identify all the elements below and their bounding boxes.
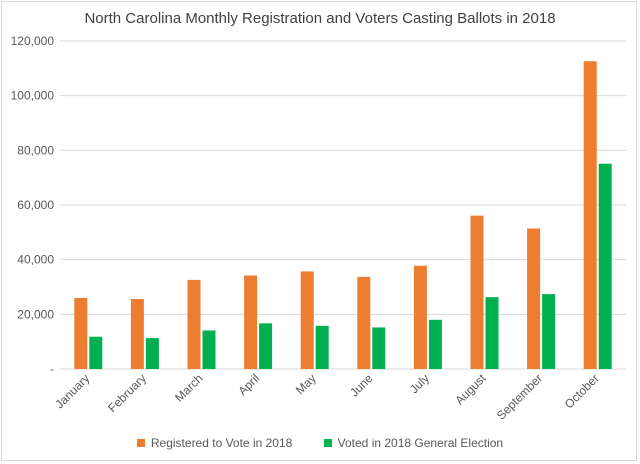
y-tick-label: 100,000 xyxy=(11,89,55,103)
y-tick-label: - xyxy=(50,362,54,376)
x-tick-label: April xyxy=(235,371,262,398)
legend-label-voted: Voted in 2018 General Election xyxy=(337,436,504,450)
y-tick-label: 120,000 xyxy=(11,34,55,48)
bar-registered xyxy=(74,297,88,369)
y-tick-label: 20,000 xyxy=(17,307,54,321)
x-tick-label: August xyxy=(452,371,489,408)
bar-registered xyxy=(357,276,371,369)
chart-legend: Registered to Vote in 2018 Voted in 2018… xyxy=(0,436,640,450)
bar-voted xyxy=(598,163,612,369)
chart-title: North Carolina Monthly Registration and … xyxy=(84,10,556,27)
bar-voted xyxy=(542,294,556,369)
bar-voted xyxy=(259,323,273,369)
bar-registered xyxy=(527,228,541,369)
bar-voted xyxy=(485,297,499,369)
bar-voted xyxy=(372,327,386,369)
bar-registered xyxy=(244,275,258,369)
bar-registered xyxy=(583,61,597,370)
x-tick-label: September xyxy=(494,371,545,422)
legend-item-voted: Voted in 2018 General Election xyxy=(323,436,504,450)
bar-voted xyxy=(145,338,159,369)
y-tick-label: 80,000 xyxy=(17,143,54,157)
x-tick-label: October xyxy=(562,371,602,411)
bar-registered xyxy=(130,299,144,369)
x-tick-label: July xyxy=(407,371,432,396)
bar-registered xyxy=(470,215,484,369)
legend-swatch-registered xyxy=(136,439,145,447)
bar-registered xyxy=(300,271,314,369)
y-tick-label: 60,000 xyxy=(17,198,54,212)
bar-voted xyxy=(89,336,103,369)
bar-voted xyxy=(428,319,442,369)
legend-item-registered: Registered to Vote in 2018 xyxy=(136,436,293,450)
x-tick-label: January xyxy=(52,371,92,411)
bar-registered xyxy=(413,265,427,369)
legend-swatch-voted xyxy=(323,439,332,447)
x-tick-label: March xyxy=(172,371,205,404)
x-tick-label: June xyxy=(347,371,376,400)
bar-voted xyxy=(202,330,216,369)
bar-registered xyxy=(187,279,201,369)
bar-voted xyxy=(315,325,329,369)
x-tick-label: May xyxy=(293,371,319,397)
x-tick-label: February xyxy=(105,371,149,415)
y-tick-label: 40,000 xyxy=(17,253,54,267)
legend-label-registered: Registered to Vote in 2018 xyxy=(150,436,293,450)
